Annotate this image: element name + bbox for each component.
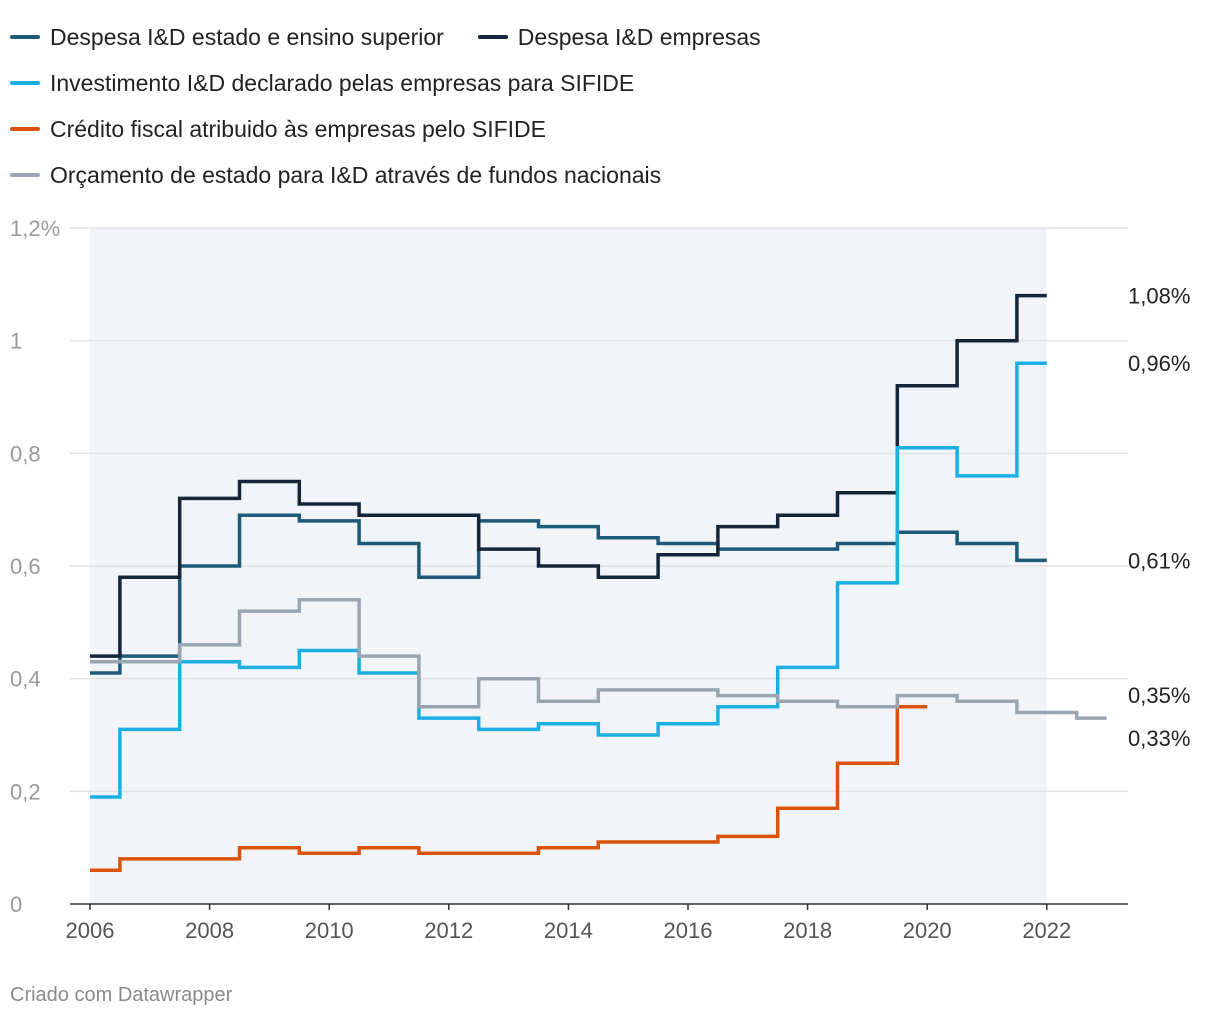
legend-row: Crédito fiscal atribuido às empresas pel…: [10, 106, 1190, 152]
legend-swatch: [477, 35, 508, 39]
legend-item-orcamento: Orçamento de estado para I&D através de …: [10, 162, 661, 189]
legend-item-estado-ensino: Despesa I&D estado e ensino superior: [10, 24, 444, 51]
y-tick-label: 0: [10, 892, 22, 917]
end-value-label: 0,61%: [1128, 548, 1190, 573]
legend-item-sifide-credito: Crédito fiscal atribuido às empresas pel…: [10, 116, 546, 143]
y-tick-label: 0,4: [10, 667, 41, 692]
legend-label: Despesa I&D estado e ensino superior: [50, 23, 444, 50]
legend-swatch: [10, 35, 40, 39]
legend-label: Orçamento de estado para I&D através de …: [50, 161, 662, 188]
y-tick-label: 0,2: [10, 779, 41, 804]
legend-row: Orçamento de estado para I&D através de …: [10, 152, 1190, 198]
x-tick-label: 2022: [1022, 918, 1071, 943]
x-tick-label: 2006: [66, 918, 115, 943]
end-value-label: 0,35%: [1128, 683, 1190, 708]
legend-label: Despesa I&D empresas: [517, 23, 761, 50]
series-line-4: [90, 598, 1107, 720]
x-tick-label: 2016: [664, 918, 713, 943]
legend-row: Investimento I&D declarado pelas empresa…: [10, 60, 1190, 106]
legend-item-sifide-investimento: Investimento I&D declarado pelas empresa…: [10, 70, 634, 97]
end-value-label: 0,33%: [1128, 726, 1190, 751]
footer-credit: Criado com Datawrapper: [10, 984, 233, 1006]
end-value-label: 0,96%: [1128, 351, 1190, 376]
legend-swatch: [10, 81, 40, 85]
legend-swatch: [10, 173, 40, 177]
legend-row: Despesa I&D estado e ensino superior Des…: [10, 14, 1190, 60]
series-line-2: [90, 361, 1047, 799]
x-tick-label: 2008: [185, 918, 234, 943]
x-tick-label: 2010: [305, 918, 354, 943]
chart-legend: Despesa I&D estado e ensino superior Des…: [10, 14, 1190, 198]
x-tick-label: 2020: [903, 918, 952, 943]
x-tick-label: 2012: [424, 918, 473, 943]
y-tick-label: 0,8: [10, 441, 41, 466]
x-tick-label: 2014: [544, 918, 593, 943]
legend-swatch: [10, 127, 40, 131]
y-tick-label: 1,2%: [10, 216, 60, 241]
x-tick-label: 2018: [783, 918, 832, 943]
series-line-1: [90, 293, 1047, 658]
y-tick-label: 0,6: [10, 554, 41, 579]
y-tick-label: 1: [10, 329, 22, 354]
legend-label: Crédito fiscal atribuido às empresas pel…: [50, 115, 546, 142]
legend-label: Investimento I&D declarado pelas empresa…: [50, 69, 635, 96]
legend-item-empresas: Despesa I&D empresas: [477, 23, 761, 51]
series-line-3: [90, 705, 928, 872]
end-value-label: 1,08%: [1128, 284, 1190, 309]
